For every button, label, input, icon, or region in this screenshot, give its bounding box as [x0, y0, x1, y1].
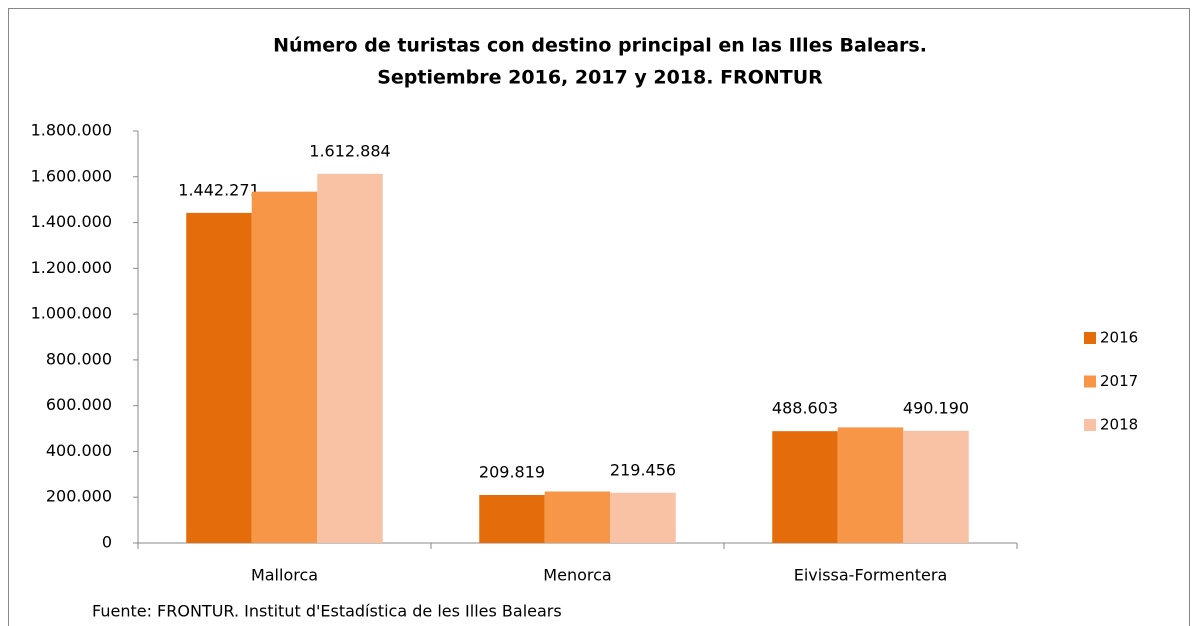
- y-tick-label: 1.600.000: [31, 166, 112, 185]
- bar: [903, 430, 969, 543]
- x-tick-label: Eivissa-Formentera: [794, 566, 948, 585]
- chart-title: Número de turistas con destino principal…: [273, 35, 927, 57]
- y-tick-label: 400.000: [46, 441, 112, 460]
- data-label: 219.456: [610, 460, 676, 479]
- bar: [251, 191, 318, 543]
- bar: [186, 212, 252, 543]
- y-tick-label: 200.000: [46, 487, 112, 506]
- data-label: 1.612.884: [309, 141, 390, 160]
- legend-swatch: [1084, 332, 1096, 344]
- x-tick-label: Menorca: [543, 566, 611, 585]
- y-tick-label: 1.200.000: [31, 258, 112, 277]
- legend-swatch: [1084, 375, 1096, 388]
- legend-label: 2017: [1100, 372, 1138, 390]
- bar: [610, 492, 676, 543]
- bar: [837, 427, 904, 543]
- y-tick-label: 600.000: [46, 395, 112, 414]
- y-tick-label: 1.000.000: [31, 304, 112, 323]
- data-label: 490.190: [903, 398, 969, 417]
- y-tick-label: 1.400.000: [31, 212, 112, 231]
- legend-label: 2016: [1100, 329, 1138, 347]
- x-tick-label: Mallorca: [251, 566, 318, 585]
- data-label: 1.442.271: [178, 180, 259, 199]
- bar: [317, 173, 383, 543]
- data-label: 488.603: [772, 399, 838, 418]
- y-tick-label: 1.800.000: [31, 121, 112, 140]
- bar: [544, 491, 611, 543]
- y-tick-label: 800.000: [46, 349, 112, 368]
- bar: [479, 494, 545, 543]
- legend-swatch: [1084, 419, 1096, 431]
- chart-subtitle: Septiembre 2016, 2017 y 2018. FRONTUR: [377, 67, 823, 89]
- bar: [772, 431, 838, 543]
- legend-label: 2018: [1100, 416, 1138, 434]
- y-tick-label: 0: [102, 533, 112, 552]
- data-label: 209.819: [479, 462, 545, 481]
- source-note: Fuente: FRONTUR. Institut d'Estadística …: [92, 602, 562, 621]
